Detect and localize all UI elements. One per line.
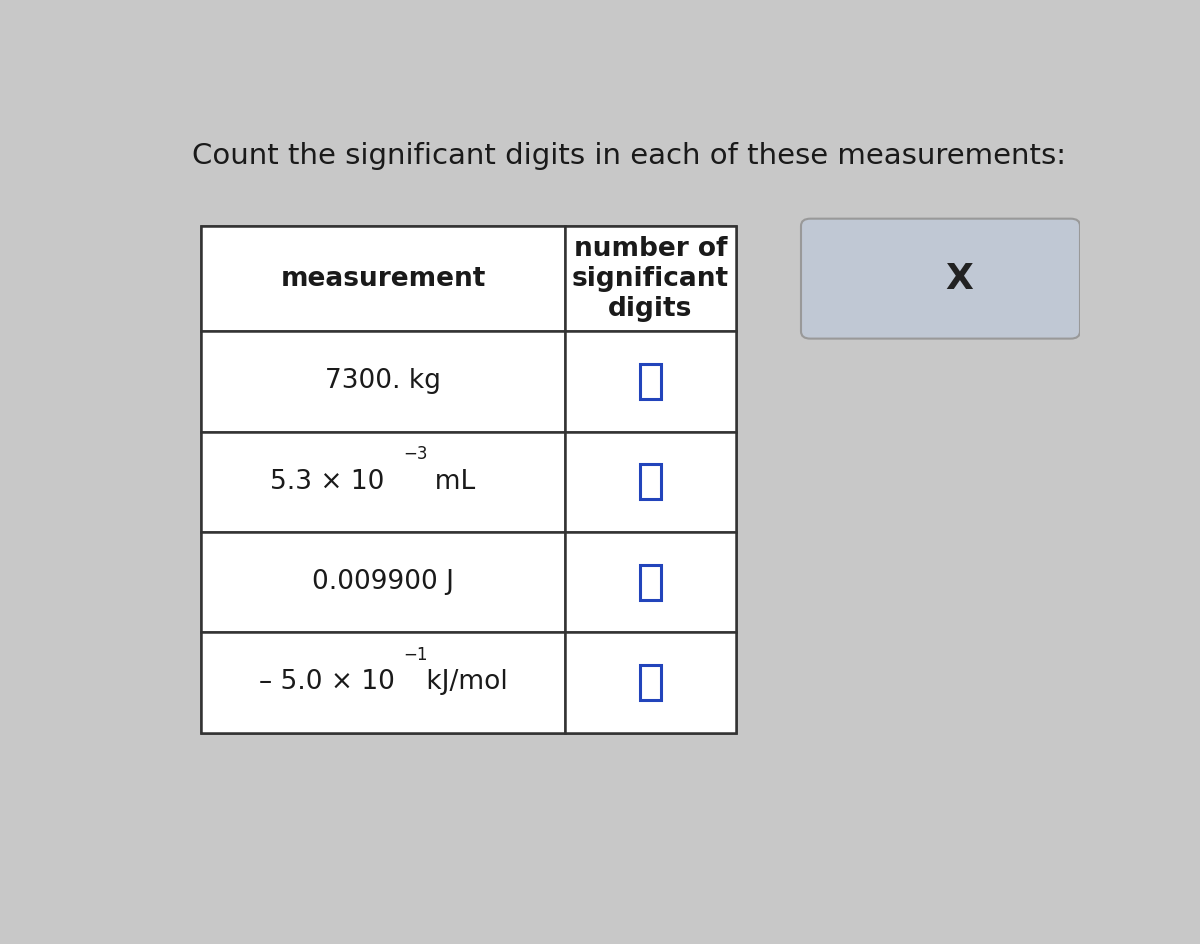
Bar <box>565 226 736 331</box>
FancyBboxPatch shape <box>802 219 1080 339</box>
Text: number of
significant
digits: number of significant digits <box>571 236 728 322</box>
Text: −1: −1 <box>403 646 428 664</box>
Text: Count the significant digits in each of these measurements:: Count the significant digits in each of … <box>192 143 1066 170</box>
Bar <box>565 431 736 532</box>
Text: measurement: measurement <box>281 265 486 292</box>
Text: 5.3 × 10: 5.3 × 10 <box>270 469 384 495</box>
Bar <box>202 226 736 733</box>
Bar <box>640 665 660 700</box>
Bar <box>640 565 660 599</box>
Text: 7300. kg: 7300. kg <box>325 368 440 395</box>
Bar <box>640 464 660 499</box>
Text: X: X <box>946 261 973 295</box>
Bar <box>565 632 736 733</box>
Bar <box>202 331 565 431</box>
Text: – 5.0 × 10: – 5.0 × 10 <box>259 669 395 696</box>
Bar <box>565 331 736 431</box>
Text: kJ/mol: kJ/mol <box>419 669 508 696</box>
Bar <box>640 364 660 399</box>
Bar <box>202 532 565 632</box>
Text: −3: −3 <box>403 445 428 463</box>
Bar <box>565 532 736 632</box>
Bar <box>202 632 565 733</box>
Bar <box>202 431 565 532</box>
Text: mL: mL <box>419 469 475 495</box>
Text: 0.009900 J: 0.009900 J <box>312 569 454 595</box>
Bar <box>202 226 565 331</box>
